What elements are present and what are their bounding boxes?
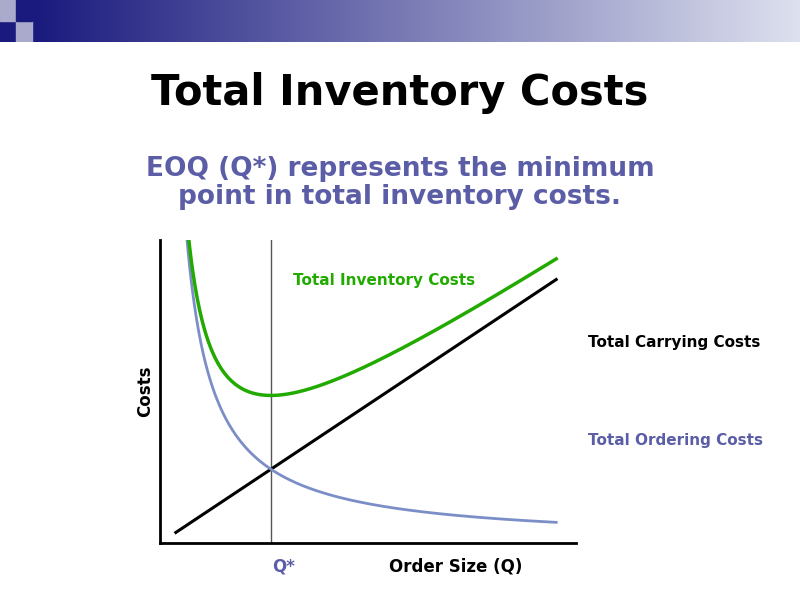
Text: Total Ordering Costs: Total Ordering Costs: [588, 433, 763, 449]
Bar: [16, 0, 32, 21]
Text: Total Inventory Costs: Total Inventory Costs: [293, 274, 475, 289]
Text: Total Inventory Costs: Total Inventory Costs: [151, 72, 649, 114]
Text: Total Carrying Costs: Total Carrying Costs: [588, 335, 760, 349]
Bar: [0, 0, 16, 21]
Text: point in total inventory costs.: point in total inventory costs.: [178, 184, 622, 210]
Y-axis label: Costs: Costs: [137, 366, 154, 417]
Bar: [0, 21, 16, 42]
Text: Order Size (Q): Order Size (Q): [390, 558, 522, 576]
Bar: [16, 21, 32, 42]
Text: Q*: Q*: [273, 558, 295, 576]
Text: EOQ (Q*) represents the minimum: EOQ (Q*) represents the minimum: [146, 156, 654, 182]
